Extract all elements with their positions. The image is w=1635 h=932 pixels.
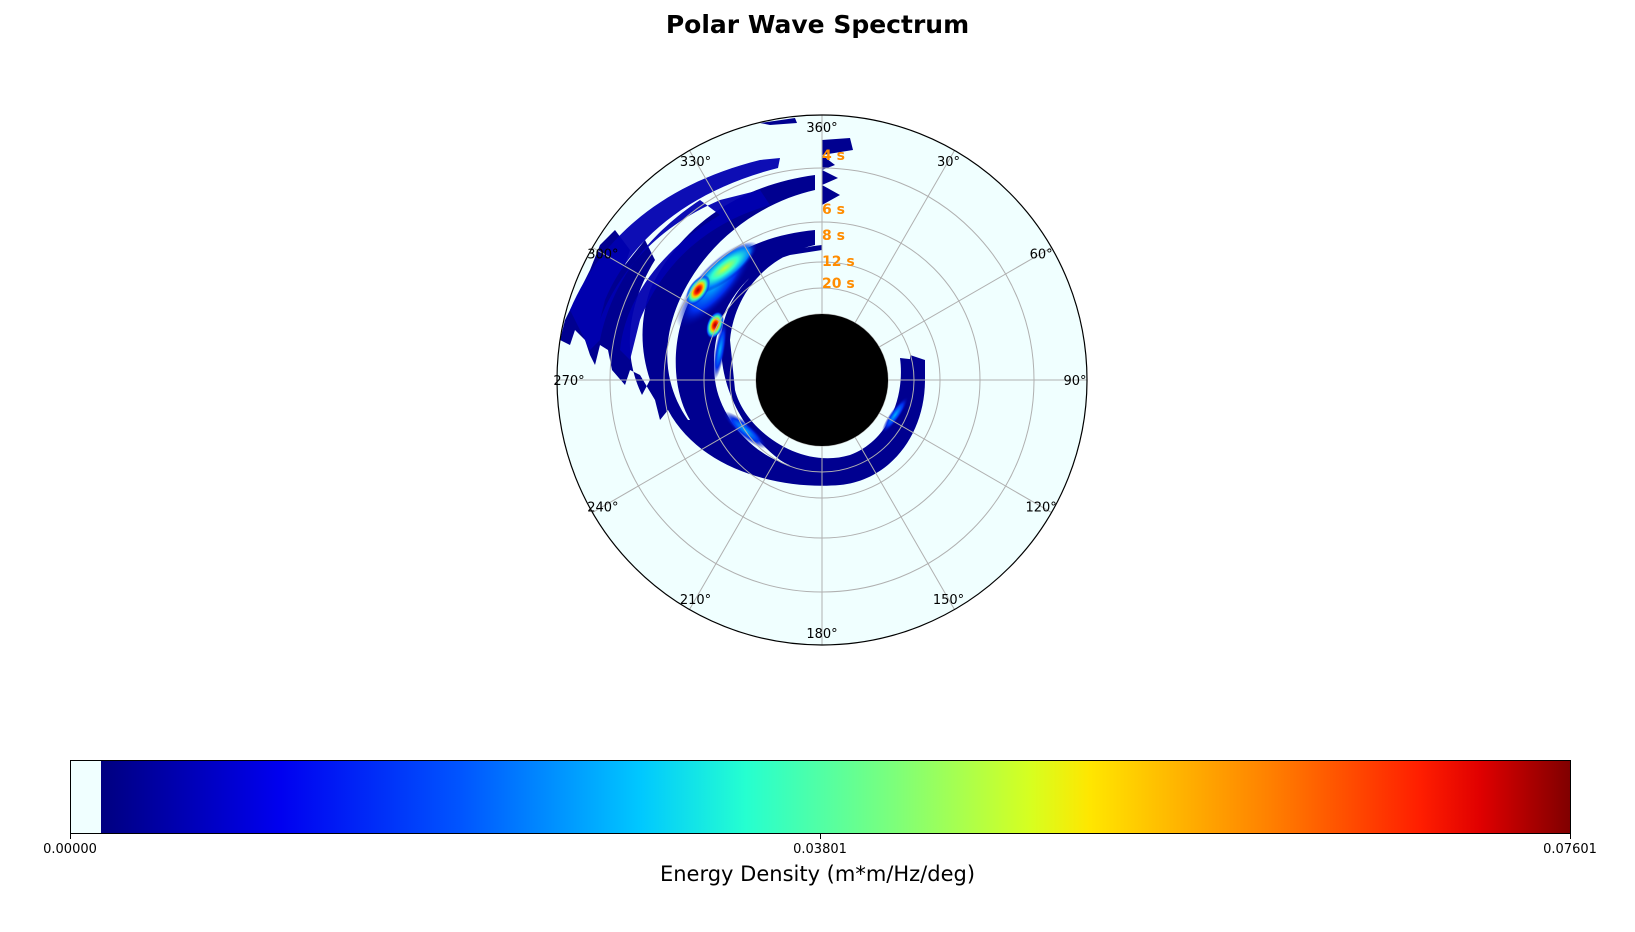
angle-label-60: 60°	[1030, 248, 1053, 263]
angle-label-0: 360°	[806, 121, 837, 136]
period-label-3: 12 s	[822, 254, 855, 270]
colorbar-tick-min	[70, 834, 71, 839]
spectrum-east-lobe	[881, 396, 909, 434]
period-label-0: 4 s	[822, 148, 845, 164]
colorbar-title: Energy Density (m*m/Hz/deg)	[659, 862, 976, 886]
spectrum-northwest-arc	[570, 158, 780, 360]
colorbar-tick-label-min: 0.00000	[43, 842, 97, 857]
angle-label-240: 240°	[587, 501, 618, 516]
radial-period-labels: 4 s 6 s 8 s 12 s 20 s	[822, 148, 855, 292]
center-mask	[756, 314, 888, 446]
colorbar-tick-max	[1570, 834, 1571, 839]
angle-label-300: 300°	[587, 248, 618, 263]
angle-label-210: 210°	[680, 593, 711, 608]
colorbar-tick-label-max: 0.07601	[1543, 842, 1597, 857]
spectrum-cyan-streak	[712, 320, 728, 380]
angle-label-30: 30°	[937, 155, 960, 170]
chart-title: Polar Wave Spectrum	[665, 10, 970, 39]
period-label-1: 6 s	[822, 202, 845, 218]
polar-plot: 360° 30° 60° 90° 120° 150° 180° 210° 240° 270° 300…	[553, 114, 1088, 646]
spectrum-hot-lobe-1	[685, 275, 711, 305]
colorbar-tick-mid	[820, 834, 821, 839]
angle-label-330: 330°	[680, 155, 711, 170]
angle-label-90: 90°	[1063, 374, 1086, 389]
polar-frame	[556, 114, 1088, 646]
angle-label-180: 180°	[806, 627, 837, 642]
colorbar	[70, 760, 1571, 834]
angle-label-120: 120°	[1025, 501, 1056, 516]
angle-label-150: 150°	[933, 593, 964, 608]
colorbar-tick-label-mid: 0.03801	[793, 842, 847, 857]
period-label-4: 20 s	[822, 276, 855, 292]
angular-tick-labels: 360° 30° 60° 90° 120° 150° 180° 210° 240° 270° 300…	[553, 121, 1086, 642]
period-label-2: 8 s	[822, 228, 845, 244]
angle-label-270: 270°	[553, 374, 584, 389]
spectrum-top-fragment	[760, 118, 797, 125]
